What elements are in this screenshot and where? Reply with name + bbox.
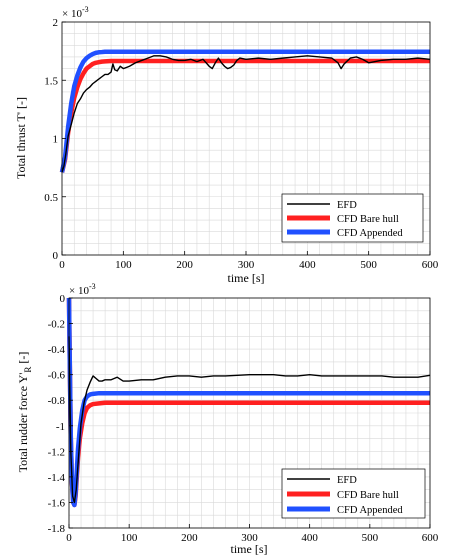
rudder-x-tick-label: 300 [241,532,258,544]
thrust-x-axis-label: time [s] [228,271,265,285]
thrust-series-efd [61,55,431,173]
rudder-y-tick-label: -1.2 [48,446,65,458]
thrust-y-tick-label: 1.5 [44,75,58,87]
rudder-y-tick-label: -1.4 [48,472,66,484]
rudder-y-tick-label: -0.4 [48,344,66,356]
rudder-y-tick-label: -0.8 [48,395,66,407]
rudder-y-ticks: 0 -0.2 -0.4 -0.6 -0.8 -1 -1.2 -1.4 -1.6 -1.8 [48,293,73,535]
thrust-x-ticks: 0 100 200 300 400 500 600 [59,251,439,271]
rudder-plot-lines [66,297,431,508]
rudder-legend-efd-label: EFD [337,475,357,486]
rudder-x-tick-label: 400 [301,532,318,544]
rudder-x-ticks: 0 100 200 300 400 500 600 [66,524,439,544]
thrust-x-tick-label: 300 [238,259,255,271]
thrust-x-tick-label: 400 [299,259,316,271]
thrust-exponent: × 10-3 [62,5,89,20]
thrust-chart: 0 100 200 300 400 500 600 0 0.5 1 1.5 2 × 10-3 tim… [14,5,439,285]
rudder-exponent: × 10-3 [69,282,96,297]
thrust-legend-appended-label: CFD Appended [337,228,403,239]
rudder-y-tick-label: -1.8 [48,523,66,535]
rudder-force-chart: 0 100 200 300 400 500 600 0 -0.2 -0.4 -0.6 -0.8 -1 -… [16,282,439,556]
thrust-y-tick-label: 0.5 [44,192,58,204]
thrust-legend-efd-label: EFD [337,200,357,211]
rudder-x-axis-label: time [s] [231,542,268,556]
thrust-x-tick-label: 500 [360,259,377,271]
thrust-y-tick-label: 2 [53,17,59,29]
thrust-x-tick-label: 0 [59,259,65,271]
thrust-x-tick-label: 100 [115,259,132,271]
rudder-y-tick-label: -0.2 [48,319,65,331]
rudder-x-tick-label: 100 [121,532,138,544]
rudder-legend-appended-label: CFD Appended [337,505,403,516]
thrust-x-tick-label: 600 [422,259,439,271]
thrust-legend: EFD CFD Bare hull CFD Appended [281,193,424,243]
rudder-x-tick-label: 200 [181,532,198,544]
rudder-legend: EFD CFD Bare hull CFD Appended [281,468,426,519]
thrust-y-tick-label: 0 [53,250,59,262]
rudder-x-tick-label: 0 [66,532,72,544]
rudder-x-tick-label: 600 [422,532,439,544]
rudder-series-efd [68,336,431,504]
rudder-y-axis-label: Total rudder force Y'R [-] [16,352,33,473]
rudder-y-tick-label: -1 [56,421,65,433]
thrust-y-axis-label: Total thrust T' [-] [14,97,28,179]
rudder-y-tick-label: -1.6 [48,497,66,509]
thrust-y-ticks: 0 0.5 1 1.5 2 [44,17,66,262]
thrust-y-tick-label: 1 [53,134,59,146]
rudder-legend-bare-label: CFD Bare hull [337,490,399,501]
rudder-y-tick-label: -0.6 [48,370,66,382]
thrust-plot-lines [59,49,431,173]
rudder-x-tick-label: 500 [362,532,379,544]
thrust-x-tick-label: 200 [176,259,193,271]
rudder-y-tick-label: 0 [60,293,66,305]
thrust-series-cfd-appended [59,49,430,173]
thrust-legend-bare-label: CFD Bare hull [337,214,399,225]
